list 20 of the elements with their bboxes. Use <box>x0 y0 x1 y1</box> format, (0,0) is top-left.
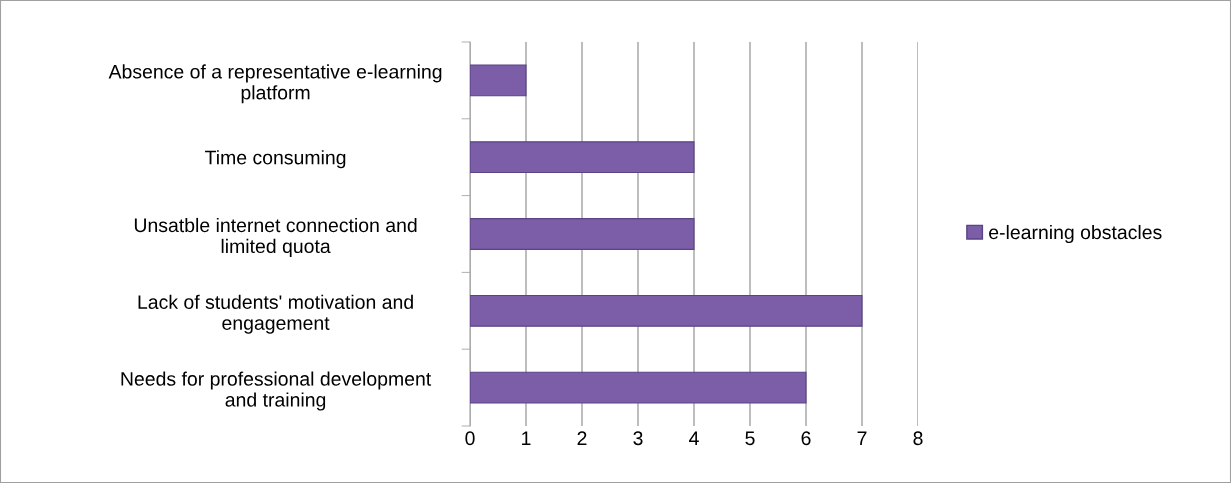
y-tick-label: Lack of students' motivation and engagement <box>138 294 413 334</box>
y-tick-label: Unsatble internet connection and limited quota <box>134 217 417 257</box>
bar <box>470 294 863 327</box>
x-tick-label: 2 <box>577 431 587 445</box>
bar <box>470 218 695 250</box>
y-tick-label: Needs for professional development and training <box>121 371 432 411</box>
x-tick-label: 3 <box>633 431 643 446</box>
x-tick-label: 8 <box>913 431 923 446</box>
x-tick-label: 1 <box>522 431 531 445</box>
bar <box>470 64 527 97</box>
x-tick-label: 5 <box>745 431 755 446</box>
x-tick-label: 0 <box>465 431 475 446</box>
legend-label: e-learning obstacles <box>989 224 1162 244</box>
x-tick-label: 6 <box>801 431 811 446</box>
y-tick-label: Time consuming <box>205 150 346 169</box>
bar <box>470 141 695 174</box>
bar <box>470 371 807 404</box>
y-tick-label: Absence of a representative e-learning platform <box>108 64 442 104</box>
x-tick-label: 4 <box>689 431 699 445</box>
x-tick-label: 7 <box>857 431 867 445</box>
